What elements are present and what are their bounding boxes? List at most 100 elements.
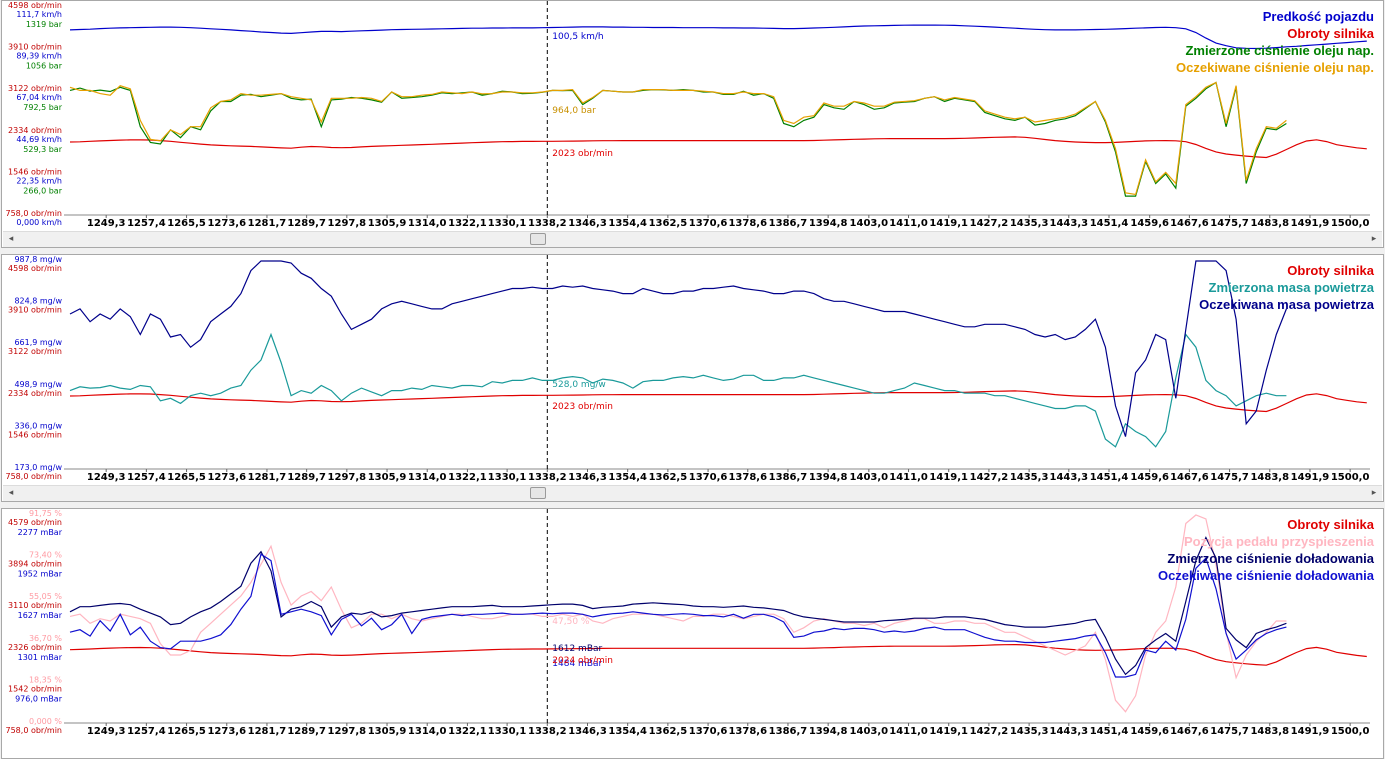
x-tick-label: 1419,1 [929, 726, 968, 737]
x-tick-label: 1459,6 [1130, 726, 1169, 737]
x-tick-label: 1257,4 [127, 218, 166, 229]
legend-entry: Oczekiwane ciśnienie oleju nap. [1176, 60, 1374, 75]
y-tick-label: 55,05 % [29, 592, 62, 601]
legend-entry: Oczekiwane ciśnienie doładowania [1158, 568, 1375, 583]
cursor-value-label: 47,50 % [552, 617, 590, 627]
y-tick-label: 173,0 mg/w [14, 463, 62, 472]
x-tick-label: 1297,8 [328, 218, 367, 229]
y-tick-label: 1546 obr/min [8, 167, 62, 176]
x-tick-label: 1281,7 [248, 472, 287, 483]
y-tick-label: 18,35 % [29, 675, 62, 684]
y-tick-label: 2334 obr/min [8, 126, 62, 135]
chart-air-mass: 987,8 mg/w 824,8 mg/w 661,9 mg/w 498,9 mg/w… [6, 255, 1375, 483]
x-tick-label: 1419,1 [929, 218, 968, 229]
series-line [69, 643, 1367, 666]
x-tick-label: 1459,6 [1130, 472, 1169, 483]
y-tick-label: 4598 obr/min [8, 264, 62, 273]
x-tick-label: 1475,7 [1210, 472, 1249, 483]
x-tick-label: 1451,4 [1090, 726, 1129, 737]
series-line [69, 24, 1367, 50]
x-tick-label: 1500,0 [1331, 726, 1370, 737]
x-tick-label: 1265,5 [167, 472, 206, 483]
horizontal-scrollbar[interactable]: ◂ ▸ [3, 485, 1382, 501]
x-tick-label: 1427,2 [970, 726, 1009, 737]
y-tick-label: 3894 obr/min [8, 560, 62, 569]
series-line [69, 81, 1287, 196]
y-tick-label: 976,0 mBar [15, 694, 63, 703]
y-tick-label: 22,35 km/h [16, 176, 62, 185]
x-tick-label: 1305,9 [368, 472, 407, 483]
x-tick-label: 1459,6 [1130, 218, 1169, 229]
x-tick-label: 1386,7 [769, 472, 808, 483]
x-tick-label: 1500,0 [1331, 218, 1370, 229]
x-tick-label: 1403,0 [850, 218, 889, 229]
x-tick-label: 1378,6 [728, 472, 767, 483]
y-tick-label: 824,8 mg/w [14, 297, 62, 306]
scroll-right-arrow-icon[interactable]: ▸ [1371, 234, 1377, 244]
x-tick-label: 1467,6 [1170, 472, 1209, 483]
x-tick-label: 1467,6 [1170, 218, 1209, 229]
x-tick-label: 1249,3 [87, 726, 126, 737]
x-tick-label: 1249,3 [87, 472, 126, 483]
cursor-value-label: 528,0 mg/w [552, 380, 606, 390]
x-tick-label: 1289,7 [287, 218, 326, 229]
y-tick-label: 1627 mBar [18, 611, 63, 620]
x-tick-label: 1305,9 [368, 726, 407, 737]
legend-entry: Obroty silnika [1287, 517, 1374, 532]
y-tick-label: 4579 obr/min [8, 518, 62, 527]
x-tick-label: 1403,0 [850, 472, 889, 483]
y-tick-label: 758,0 obr/min [6, 726, 63, 735]
y-tick-label: 758,0 obr/min [6, 209, 63, 218]
x-tick-label: 1322,1 [448, 218, 487, 229]
x-tick-label: 1435,3 [1010, 472, 1049, 483]
scroll-thumb[interactable] [530, 487, 546, 499]
x-tick-label: 1394,8 [809, 218, 848, 229]
x-tick-label: 1386,7 [769, 726, 808, 737]
x-tick-label: 1346,3 [568, 726, 607, 737]
scroll-left-arrow-icon[interactable]: ◂ [8, 488, 14, 498]
y-tick-label: 1952 mBar [18, 570, 63, 579]
horizontal-scrollbar[interactable]: ◂ ▸ [3, 231, 1382, 247]
series-line [69, 332, 1287, 448]
x-tick-label: 1338,2 [528, 218, 567, 229]
x-tick-label: 1257,4 [127, 726, 166, 737]
y-tick-label: 3122 obr/min [8, 347, 62, 356]
x-tick-label: 1419,1 [929, 472, 968, 483]
y-tick-label: 2326 obr/min [8, 643, 62, 652]
x-tick-label: 1289,7 [287, 472, 326, 483]
x-tick-label: 1378,6 [728, 726, 767, 737]
x-tick-label: 1354,4 [608, 726, 647, 737]
series-line [69, 536, 1287, 676]
x-tick-label: 1451,4 [1090, 472, 1129, 483]
y-tick-label: 987,8 mg/w [14, 255, 62, 264]
x-tick-label: 1411,0 [889, 726, 928, 737]
y-tick-label: 1301 mBar [18, 653, 63, 662]
y-tick-label: 266,0 bar [23, 186, 62, 195]
chart-vehicle-speed-oil-pressure: 4598 obr/min 3910 obr/min 3122 obr/min 2334… [6, 1, 1375, 229]
series-line [69, 81, 1287, 197]
scroll-left-arrow-icon[interactable]: ◂ [8, 234, 14, 244]
x-tick-label: 1354,4 [608, 218, 647, 229]
x-tick-label: 1427,2 [970, 218, 1009, 229]
x-tick-label: 1370,6 [689, 218, 728, 229]
y-tick-label: 67,04 km/h [16, 93, 62, 102]
x-tick-label: 1411,0 [889, 472, 928, 483]
x-tick-label: 1330,1 [488, 472, 527, 483]
x-tick-label: 1273,6 [207, 472, 246, 483]
x-tick-label: 1338,2 [528, 472, 567, 483]
x-tick-label: 1305,9 [368, 218, 407, 229]
x-tick-label: 1394,8 [809, 472, 848, 483]
x-tick-label: 1289,7 [287, 726, 326, 737]
cursor-value-label: 1484 mBar [552, 659, 602, 669]
scroll-right-arrow-icon[interactable]: ▸ [1371, 488, 1377, 498]
cursor-value-label: 2023 obr/min [552, 149, 613, 159]
scroll-thumb[interactable] [530, 233, 546, 245]
legend-entry: Pozycja pedału przyspieszenia [1184, 534, 1375, 549]
y-tick-label: 1546 obr/min [8, 430, 62, 439]
y-tick-label: 73,40 % [29, 551, 62, 560]
cursor-value-label: 100,5 km/h [552, 32, 603, 42]
y-tick-label: 1319 bar [26, 20, 63, 29]
x-tick-label: 1346,3 [568, 472, 607, 483]
y-tick-label: 0,000 km/h [16, 218, 62, 227]
x-tick-label: 1273,6 [207, 218, 246, 229]
